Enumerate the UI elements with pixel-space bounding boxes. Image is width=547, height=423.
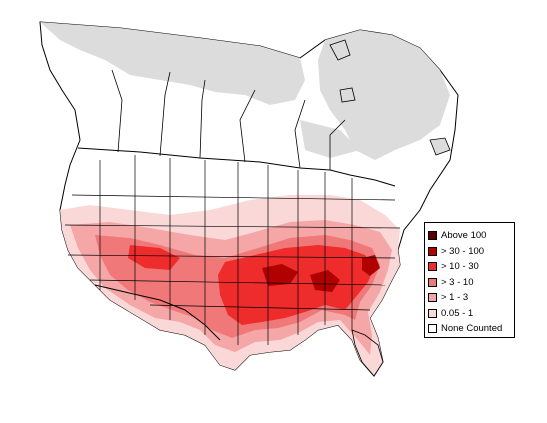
abundance-zone-30-100 — [262, 264, 298, 286]
legend-item: > 30 - 100 — [428, 244, 514, 260]
legend-swatch — [428, 262, 437, 272]
legend-item: 0.05 - 1 — [428, 306, 514, 322]
legend-swatch — [428, 246, 437, 256]
legend-swatch — [428, 277, 437, 287]
arctic-islands — [329, 39, 451, 156]
province-lines — [111, 69, 346, 170]
florida-outline — [351, 329, 384, 377]
legend-swatch — [428, 293, 437, 303]
map-legend: Above 100 > 30 - 100 > 10 - 30 > 3 - 10 … — [424, 222, 515, 338]
legend-label: > 10 - 30 — [441, 261, 479, 272]
not-surveyed-region — [40, 22, 305, 105]
legend-swatch — [428, 324, 437, 334]
legend-item: None Counted — [428, 321, 514, 337]
legend-swatch — [428, 231, 437, 241]
legend-label: > 3 - 10 — [441, 276, 474, 288]
legend-item: > 10 - 30 — [428, 259, 514, 275]
border-us-mexico — [94, 284, 221, 341]
state-lines — [64, 155, 401, 345]
legend-label: > 1 - 3 — [441, 292, 469, 303]
legend-item: > 3 - 10 — [428, 275, 514, 291]
legend-item: > 1 - 3 — [428, 290, 514, 306]
legend-item: Above 100 — [428, 228, 514, 244]
abundance-zone-10-30 — [218, 245, 374, 325]
abundance-zone-30-100 — [362, 255, 380, 276]
legend-label: Above 100 — [441, 230, 487, 241]
legend-label: 0.05 - 1 — [441, 307, 474, 319]
legend-label: > 30 - 100 — [441, 245, 485, 257]
abundance-zone-10-30 — [128, 245, 180, 270]
legend-swatch — [428, 308, 437, 318]
not-surveyed-region — [318, 30, 450, 160]
legend-label: None Counted — [441, 323, 503, 334]
